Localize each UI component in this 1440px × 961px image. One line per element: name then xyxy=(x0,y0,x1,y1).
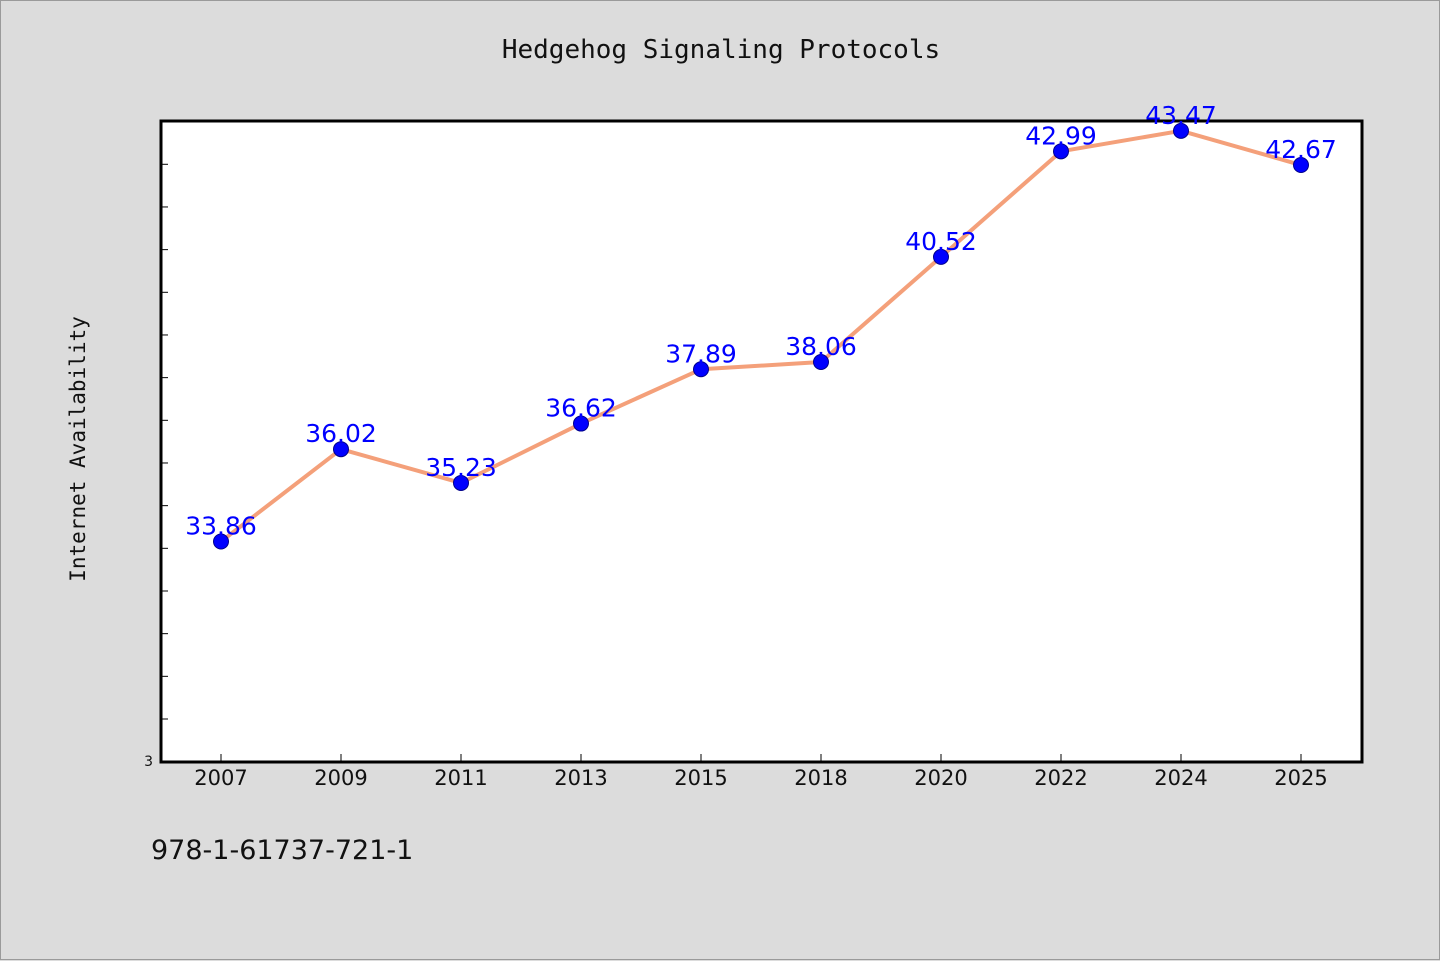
data-point xyxy=(333,441,349,458)
data-point xyxy=(813,354,829,371)
x-tick-label: 2013 xyxy=(554,766,607,790)
data-label: 36.02 xyxy=(305,419,377,448)
data-label: 35.23 xyxy=(425,453,497,482)
footer-isbn: 978-1-61737-721-1 xyxy=(151,835,414,866)
data-point xyxy=(1053,143,1069,160)
data-label: 37.89 xyxy=(665,339,737,368)
data-point xyxy=(1173,122,1189,139)
x-tick-label: 2009 xyxy=(314,766,367,790)
data-point xyxy=(693,361,709,378)
data-point xyxy=(1293,157,1309,174)
data-label: 40.52 xyxy=(905,227,977,256)
series-line xyxy=(219,128,1302,544)
x-tick-label: 2024 xyxy=(1154,766,1207,790)
data-point xyxy=(573,415,589,432)
data-label: 38.06 xyxy=(785,332,857,361)
plot-frame xyxy=(159,119,1364,764)
data-label: 42.67 xyxy=(1265,135,1337,164)
x-tick-label: 2007 xyxy=(194,766,247,790)
x-tick-label: 2025 xyxy=(1274,766,1327,790)
data-point xyxy=(933,248,949,265)
x-tick-label: 2022 xyxy=(1034,766,1087,790)
data-label: 42.99 xyxy=(1025,121,1097,150)
x-tick-label: 2018 xyxy=(794,766,847,790)
x-tick-label: 2011 xyxy=(434,766,487,790)
data-label: 33.86 xyxy=(185,511,257,540)
data-point xyxy=(213,533,229,550)
x-tick-label: 2015 xyxy=(674,766,727,790)
x-tick-label: 2020 xyxy=(914,766,967,790)
chart-title: Hedgehog Signaling Protocols xyxy=(501,35,941,65)
data-label: 36.62 xyxy=(545,394,617,423)
y-tick-label: 3 xyxy=(144,754,153,770)
data-label: 43.47 xyxy=(1145,101,1217,130)
data-point xyxy=(453,474,469,491)
